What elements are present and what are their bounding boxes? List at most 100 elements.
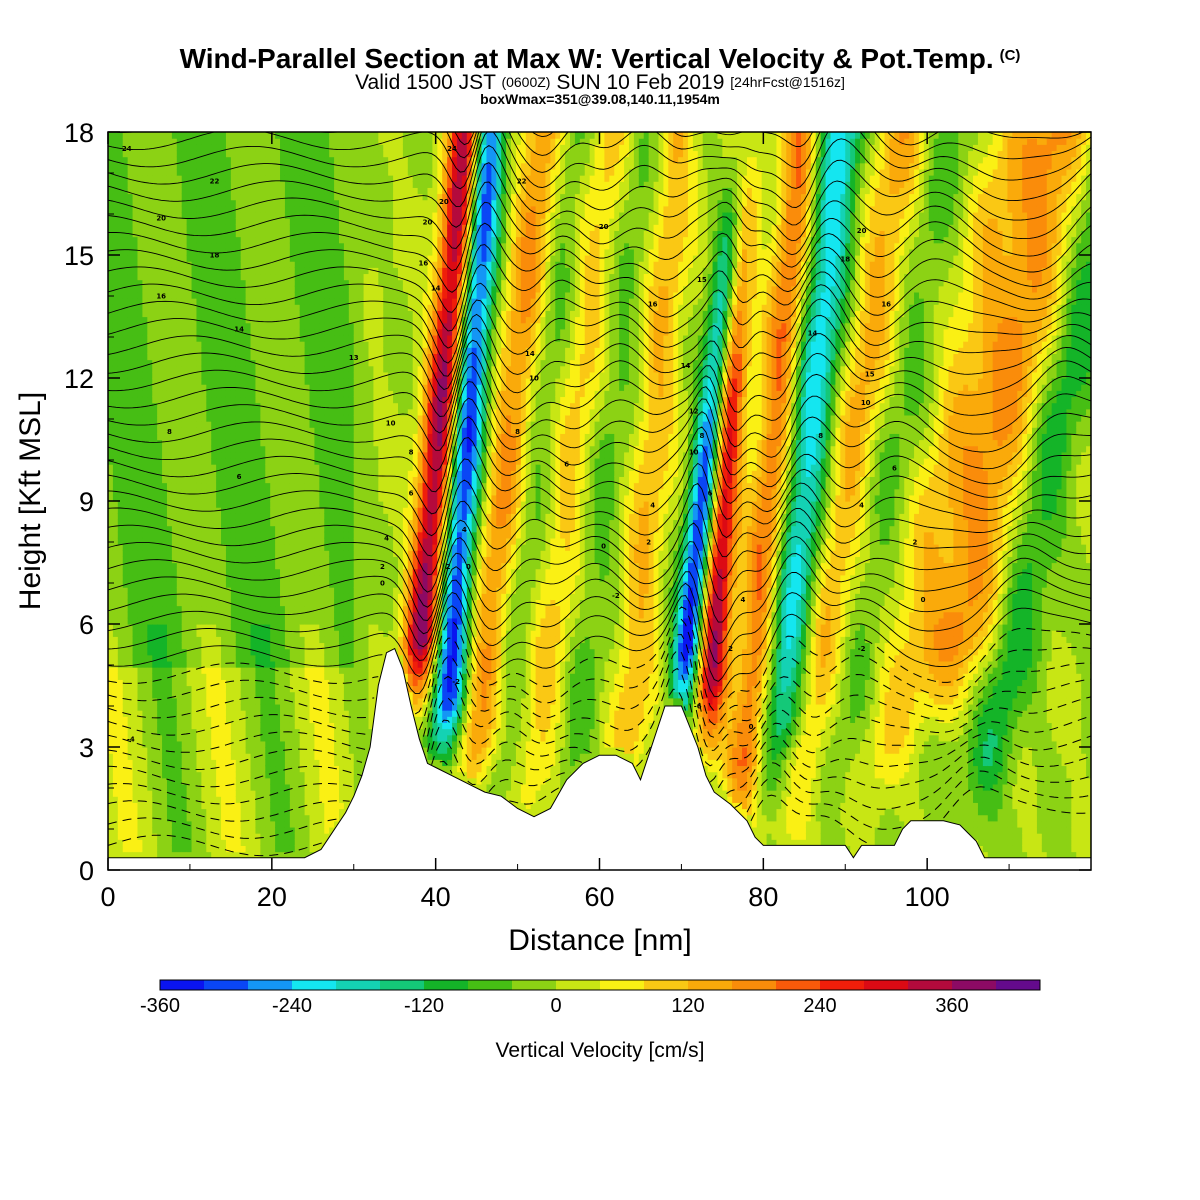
w-cell — [191, 451, 198, 459]
w-cell — [171, 605, 178, 613]
w-cell — [270, 814, 276, 822]
w-cell — [304, 845, 311, 853]
w-cell — [280, 531, 286, 539]
w-cell — [108, 470, 114, 477]
w-cell — [201, 359, 207, 367]
w-cell — [221, 568, 227, 576]
w-cell — [186, 378, 193, 385]
w-cell — [186, 488, 193, 496]
w-cell — [196, 826, 202, 834]
w-cell — [255, 414, 261, 422]
w-cell — [275, 599, 281, 607]
w-cell — [112, 236, 119, 244]
w-cell — [250, 439, 257, 447]
w-cell — [162, 488, 168, 496]
w-cell — [275, 802, 281, 810]
w-cell — [270, 716, 276, 723]
w-cell — [157, 691, 163, 699]
w-cell — [176, 162, 183, 170]
w-cell — [186, 685, 193, 693]
w-cell — [112, 390, 119, 398]
w-cell — [240, 507, 247, 514]
w-cell — [265, 685, 271, 693]
w-cell — [176, 273, 183, 281]
w-cell — [304, 562, 311, 570]
w-cell — [157, 267, 163, 275]
w-cell — [181, 580, 188, 588]
w-cell — [142, 796, 148, 803]
w-cell — [230, 660, 237, 668]
w-cell — [240, 593, 247, 600]
w-cell — [176, 833, 183, 840]
w-cell — [255, 513, 261, 521]
w-cell — [216, 396, 222, 404]
w-cell — [201, 476, 207, 484]
w-cell — [196, 378, 202, 385]
w-cell — [157, 218, 163, 225]
w-cell — [191, 679, 198, 687]
w-cell — [201, 279, 207, 287]
w-cell — [108, 445, 114, 453]
w-cell — [201, 587, 207, 594]
w-cell — [309, 488, 316, 496]
w-cell — [191, 642, 198, 650]
w-cell — [304, 814, 311, 822]
w-cell — [284, 328, 291, 336]
w-cell — [221, 630, 227, 637]
w-cell — [221, 304, 227, 311]
w-cell — [162, 531, 168, 539]
w-cell — [260, 378, 266, 385]
w-cell — [132, 728, 139, 736]
w-cell — [108, 427, 114, 434]
w-cell — [240, 267, 247, 275]
w-cell — [127, 150, 134, 158]
w-cell — [206, 525, 212, 533]
w-cell — [216, 261, 222, 268]
w-cell — [250, 550, 257, 557]
w-cell — [122, 513, 129, 521]
w-cell — [280, 144, 286, 152]
w-cell — [250, 132, 257, 139]
w-cell — [294, 654, 301, 662]
w-cell — [304, 291, 311, 299]
w-cell — [211, 378, 217, 385]
w-cell — [152, 747, 158, 754]
w-cell — [152, 476, 158, 484]
w-cell — [245, 593, 252, 600]
w-cell — [255, 328, 261, 336]
w-cell — [250, 537, 257, 545]
w-cell — [162, 439, 168, 447]
w-cell — [245, 310, 252, 318]
w-cell — [186, 636, 193, 644]
w-cell — [250, 285, 257, 293]
w-cell — [270, 439, 276, 447]
w-cell — [142, 519, 148, 527]
w-cell — [181, 488, 188, 496]
w-cell — [108, 636, 114, 644]
w-cell — [225, 544, 232, 551]
w-cell — [270, 236, 276, 244]
w-cell — [255, 396, 261, 404]
w-cell — [265, 574, 271, 582]
w-cell — [166, 242, 173, 250]
w-cell — [142, 476, 148, 484]
w-cell — [201, 648, 207, 656]
w-cell — [216, 673, 222, 680]
w-cell — [132, 224, 139, 231]
w-cell — [299, 464, 306, 471]
w-cell — [157, 273, 163, 281]
w-cell — [235, 162, 242, 170]
w-cell — [275, 716, 281, 723]
w-cell — [280, 304, 286, 311]
w-cell — [108, 199, 114, 207]
w-cell — [162, 304, 168, 311]
w-cell — [270, 703, 276, 711]
w-cell — [117, 679, 124, 687]
w-cell — [211, 605, 217, 613]
w-cell — [181, 316, 188, 324]
w-cell — [225, 765, 232, 773]
w-cell — [142, 783, 148, 791]
w-cell — [112, 531, 119, 539]
w-cell — [162, 482, 168, 490]
w-cell — [127, 291, 134, 299]
